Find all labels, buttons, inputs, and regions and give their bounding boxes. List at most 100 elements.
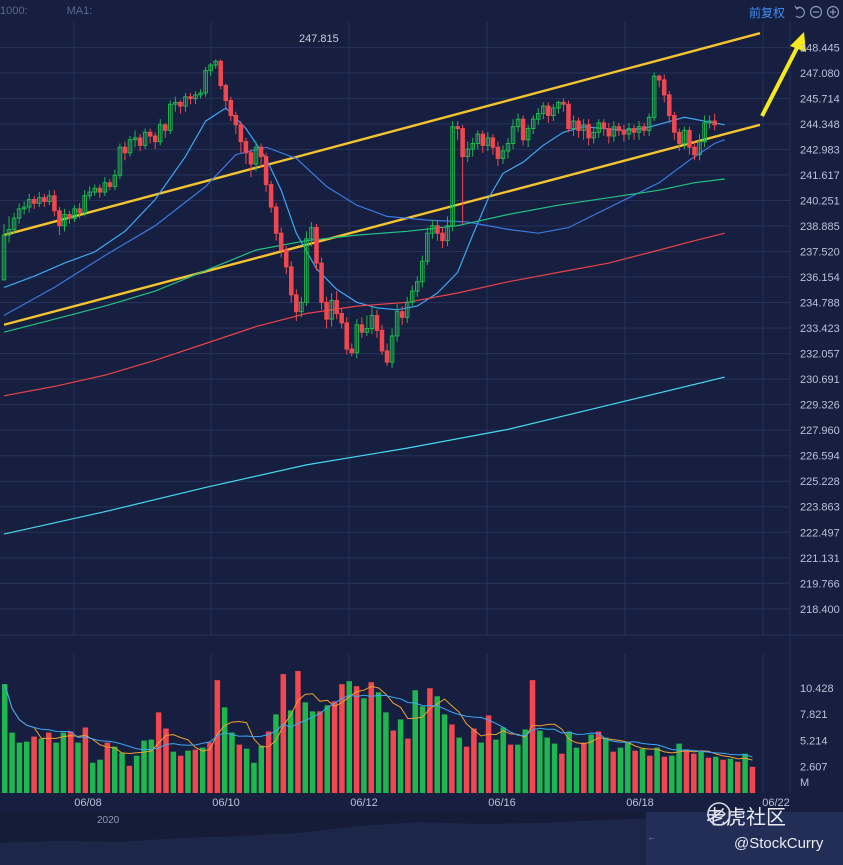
candle[interactable] bbox=[465, 141, 470, 163]
candle[interactable] bbox=[213, 59, 218, 69]
candle[interactable] bbox=[707, 115, 712, 129]
candle[interactable] bbox=[62, 208, 67, 232]
candle[interactable] bbox=[132, 130, 138, 148]
candle[interactable] bbox=[374, 309, 380, 338]
candle[interactable] bbox=[278, 227, 284, 258]
candle[interactable] bbox=[203, 66, 208, 97]
candle[interactable] bbox=[515, 113, 521, 133]
candle[interactable] bbox=[535, 107, 541, 125]
candle[interactable] bbox=[525, 124, 531, 148]
navigator-window[interactable] bbox=[646, 812, 843, 865]
candle[interactable] bbox=[510, 119, 516, 150]
candle[interactable] bbox=[238, 121, 244, 153]
candle[interactable] bbox=[233, 111, 239, 135]
candle[interactable] bbox=[596, 119, 601, 138]
candle[interactable] bbox=[137, 134, 143, 151]
candle[interactable] bbox=[283, 246, 289, 275]
candle[interactable] bbox=[394, 304, 400, 342]
candle[interactable] bbox=[349, 343, 355, 357]
candle[interactable] bbox=[636, 121, 642, 140]
candle[interactable] bbox=[218, 59, 223, 90]
candle[interactable] bbox=[440, 227, 445, 249]
candle[interactable] bbox=[228, 96, 234, 122]
candle[interactable] bbox=[157, 119, 163, 146]
candle[interactable] bbox=[470, 137, 475, 157]
candle[interactable] bbox=[601, 119, 607, 137]
candle[interactable] bbox=[248, 149, 254, 178]
candle[interactable] bbox=[299, 296, 304, 318]
candle[interactable] bbox=[6, 216, 12, 243]
candle[interactable] bbox=[127, 136, 133, 157]
candle[interactable] bbox=[384, 343, 390, 366]
candle[interactable] bbox=[399, 306, 405, 325]
candle[interactable] bbox=[541, 102, 546, 120]
candle[interactable] bbox=[92, 184, 97, 196]
candle[interactable] bbox=[551, 104, 556, 122]
candle[interactable] bbox=[223, 83, 229, 110]
candle[interactable] bbox=[621, 124, 627, 142]
candle[interactable] bbox=[450, 121, 455, 232]
candle[interactable] bbox=[178, 100, 183, 114]
candle[interactable] bbox=[606, 122, 612, 144]
candle[interactable] bbox=[289, 261, 294, 303]
candle[interactable] bbox=[379, 324, 385, 355]
candle[interactable] bbox=[425, 227, 430, 265]
candle[interactable] bbox=[152, 132, 158, 150]
candle[interactable] bbox=[591, 126, 596, 144]
candle[interactable] bbox=[485, 132, 491, 151]
candle[interactable] bbox=[611, 121, 617, 142]
candle[interactable] bbox=[107, 178, 113, 191]
candle[interactable] bbox=[147, 128, 153, 144]
candle[interactable] bbox=[188, 93, 193, 105]
candle[interactable] bbox=[460, 124, 465, 224]
candle[interactable] bbox=[354, 319, 360, 359]
candle[interactable] bbox=[415, 276, 420, 297]
candle[interactable] bbox=[556, 100, 561, 114]
candle[interactable] bbox=[616, 122, 622, 137]
candle[interactable] bbox=[112, 169, 118, 191]
candle[interactable] bbox=[697, 134, 702, 161]
candle[interactable] bbox=[480, 130, 486, 153]
candle[interactable] bbox=[97, 184, 103, 198]
candle[interactable] bbox=[420, 255, 425, 288]
candle[interactable] bbox=[581, 119, 586, 140]
candle[interactable] bbox=[208, 63, 213, 77]
candle[interactable] bbox=[687, 126, 692, 155]
candle[interactable] bbox=[369, 306, 375, 335]
candle[interactable] bbox=[586, 119, 591, 146]
candle[interactable] bbox=[21, 201, 27, 215]
adjust-button[interactable]: 前复权 bbox=[748, 6, 785, 20]
candle[interactable] bbox=[359, 317, 365, 338]
candle[interactable] bbox=[566, 100, 571, 133]
candle[interactable] bbox=[37, 192, 42, 208]
candle[interactable] bbox=[198, 89, 203, 99]
candle[interactable] bbox=[77, 203, 82, 219]
candle[interactable] bbox=[314, 223, 319, 271]
candle[interactable] bbox=[672, 111, 677, 140]
candle[interactable] bbox=[319, 257, 324, 310]
candle[interactable] bbox=[26, 193, 32, 213]
candle[interactable] bbox=[258, 143, 264, 168]
candle[interactable] bbox=[16, 203, 22, 224]
candle[interactable] bbox=[576, 117, 581, 138]
candle[interactable] bbox=[47, 190, 52, 206]
candle[interactable] bbox=[561, 98, 566, 112]
candle[interactable] bbox=[712, 113, 717, 131]
zoom-in-icon[interactable] bbox=[826, 5, 840, 19]
candle[interactable] bbox=[183, 93, 188, 112]
candle[interactable] bbox=[168, 100, 173, 135]
candle[interactable] bbox=[571, 115, 576, 137]
candle[interactable] bbox=[309, 221, 314, 247]
candle[interactable] bbox=[344, 317, 349, 355]
candle[interactable] bbox=[334, 291, 339, 320]
candle[interactable] bbox=[339, 307, 344, 329]
candle[interactable] bbox=[389, 328, 395, 368]
candle[interactable] bbox=[530, 115, 536, 135]
candle[interactable] bbox=[173, 96, 178, 112]
candle[interactable] bbox=[304, 231, 309, 307]
candle[interactable] bbox=[142, 128, 148, 150]
candle[interactable] bbox=[520, 115, 526, 146]
candle[interactable] bbox=[505, 137, 511, 159]
candle[interactable] bbox=[682, 126, 687, 150]
zoom-out-icon[interactable] bbox=[809, 5, 823, 19]
